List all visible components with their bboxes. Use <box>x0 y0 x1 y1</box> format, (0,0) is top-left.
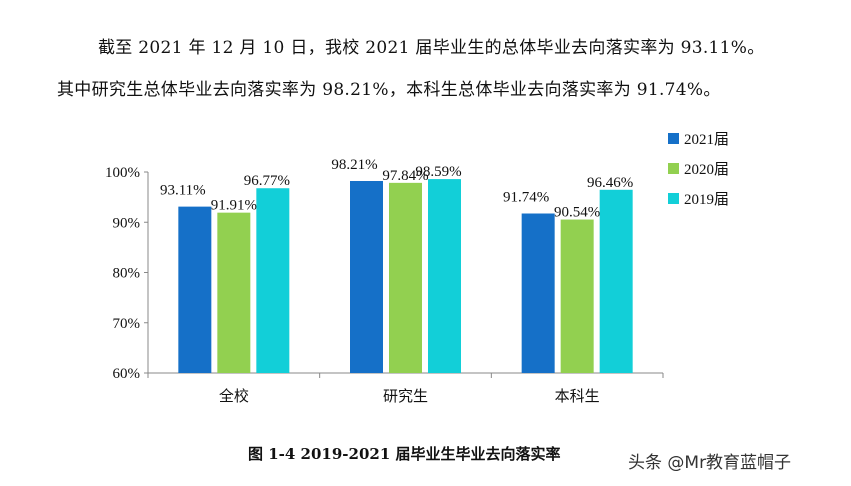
paragraph-line-2: 其中研究生总体毕业去向落实率为 98.21%，本科生总体毕业去向落实率为 91.… <box>57 80 721 100</box>
data-label: 91.74% <box>503 190 549 206</box>
paragraph-line-1: 截至 2021 年 12 月 10 日，我校 2021 届毕业生的总体毕业去向落… <box>98 38 765 58</box>
figure-caption: 图 1-4 2019-2021 届毕业生毕业去向落实率 <box>248 445 561 463</box>
data-label: 93.11% <box>160 183 206 199</box>
legend-swatch <box>668 163 679 174</box>
legend-label: 2020届 <box>684 161 729 178</box>
legend-label: 2021届 <box>684 131 729 148</box>
y-tick-label: 100% <box>105 165 140 181</box>
legend-swatch <box>668 133 679 144</box>
legend-swatch <box>668 193 679 204</box>
bar-2019届-全校 <box>256 188 290 373</box>
data-label: 96.46% <box>587 175 633 191</box>
data-label: 91.91% <box>211 198 257 214</box>
bar-2020届-全校 <box>217 212 251 373</box>
watermark: 头条 @Mr教育蓝帽子 <box>628 453 792 473</box>
data-label: 96.77% <box>244 173 290 189</box>
data-label: 98.59% <box>415 164 461 180</box>
y-tick-label: 90% <box>113 215 141 231</box>
y-tick-label: 60% <box>113 366 141 382</box>
y-tick-label: 70% <box>113 316 141 332</box>
y-tick-label: 80% <box>113 266 141 282</box>
data-label: 90.54% <box>554 205 600 221</box>
x-category-label: 研究生 <box>383 387 428 405</box>
x-category-label: 本科生 <box>555 387 600 405</box>
bar-2021届-全校 <box>178 206 212 373</box>
x-category-label: 全校 <box>219 387 249 405</box>
data-label: 98.21% <box>331 157 377 173</box>
bar-2019届-研究生 <box>428 179 461 373</box>
bar-2021届-研究生 <box>350 180 383 373</box>
bar-2020届-本科生 <box>560 219 594 373</box>
bar-2021届-本科生 <box>521 213 555 373</box>
data-label: 97.84% <box>382 168 428 184</box>
bar-2019届-本科生 <box>599 189 633 373</box>
legend-label: 2019届 <box>684 191 729 208</box>
bar-2020届-研究生 <box>389 182 422 373</box>
